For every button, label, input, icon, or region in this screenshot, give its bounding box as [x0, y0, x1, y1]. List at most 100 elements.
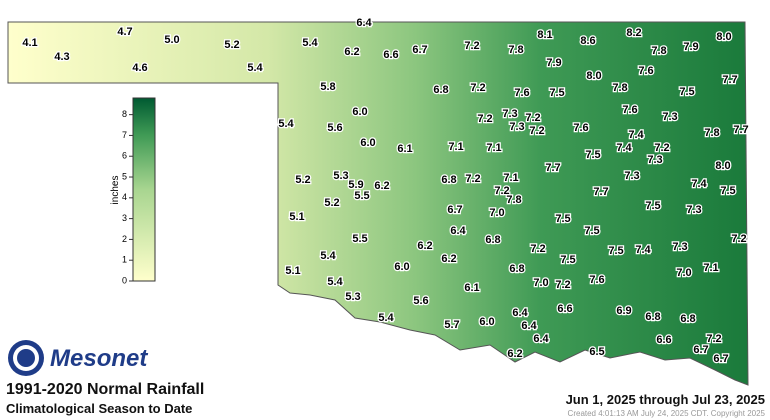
station-value: 6.8 [433, 84, 448, 96]
station-value: 7.7 [722, 74, 737, 86]
station-value: 7.3 [672, 241, 687, 253]
station-value: 6.6 [656, 334, 671, 346]
station-value: 6.9 [616, 305, 631, 317]
station-value: 5.2 [324, 197, 339, 209]
station-value: 7.8 [506, 194, 521, 206]
station-value: 6.7 [693, 344, 708, 356]
station-value: 6.5 [589, 346, 604, 358]
station-value: 7.0 [676, 267, 691, 279]
station-value: 5.4 [378, 312, 394, 324]
station-value: 7.2 [470, 82, 485, 94]
colorbar-tick-label: 4 [122, 192, 127, 202]
station-value: 7.7 [733, 124, 748, 136]
station-value: 5.4 [320, 250, 336, 262]
station-value: 7.5 [679, 86, 694, 98]
station-value: 6.1 [397, 143, 412, 155]
colorbar-tick-label: 1 [122, 255, 127, 265]
station-value: 5.4 [327, 276, 343, 288]
station-value: 6.8 [509, 263, 524, 275]
logo-text: Mesonet [50, 345, 148, 372]
station-value: 8.6 [580, 35, 595, 47]
station-value: 7.2 [465, 173, 480, 185]
station-value: 7.4 [616, 142, 632, 154]
station-value: 7.8 [508, 44, 523, 56]
station-value: 7.4 [691, 178, 707, 190]
station-value: 6.8 [441, 174, 456, 186]
station-value: 5.0 [164, 34, 179, 46]
station-value: 6.7 [713, 353, 728, 365]
state-outline [7, 21, 749, 386]
station-value: 7.3 [502, 108, 517, 120]
colorbar-tick-label: 7 [122, 130, 127, 140]
station-value: 7.8 [704, 127, 719, 139]
station-value: 5.1 [285, 265, 300, 277]
station-value: 4.3 [54, 51, 69, 63]
colorbar-tick-label: 3 [122, 213, 127, 223]
station-value: 5.1 [289, 211, 304, 223]
logo: Mesonet [8, 340, 148, 376]
station-value: 7.3 [509, 121, 524, 133]
station-value: 5.4 [278, 118, 294, 130]
station-value: 8.1 [537, 29, 552, 41]
footer: Created 4:01:13 AM July 24, 2025 CDT. Co… [568, 409, 766, 418]
station-value: 7.6 [514, 87, 529, 99]
station-value: 7.2 [530, 243, 545, 255]
station-value: 6.2 [417, 240, 432, 252]
station-value: 5.6 [413, 295, 428, 307]
station-value: 7.2 [477, 113, 492, 125]
station-value: 7.8 [651, 45, 666, 57]
station-value: 7.2 [494, 185, 509, 197]
station-value: 5.2 [224, 39, 239, 51]
colorbar-tick-label: 2 [122, 234, 127, 244]
station-value: 6.4 [512, 307, 528, 319]
station-value: 7.6 [573, 122, 588, 134]
station-value: 7.2 [654, 142, 669, 154]
station-value: 5.5 [354, 190, 369, 202]
station-value: 7.2 [464, 40, 479, 52]
station-value: 7.1 [486, 142, 501, 154]
station-value: 5.8 [320, 81, 335, 93]
station-value: 7.5 [549, 87, 564, 99]
station-value: 6.0 [360, 137, 375, 149]
station-value: 7.8 [612, 82, 627, 94]
station-value: 7.0 [489, 207, 504, 219]
station-value: 6.7 [447, 204, 462, 216]
station-value: 5.4 [247, 62, 263, 74]
station-value: 7.1 [503, 172, 518, 184]
station-value: 6.0 [352, 106, 367, 118]
colorbar-tick-label: 6 [122, 151, 127, 161]
station-value: 5.3 [333, 170, 348, 182]
station-value: 6.7 [412, 44, 427, 56]
subtitle: Climatological Season to Date [6, 401, 192, 416]
station-value: 6.2 [344, 46, 359, 58]
station-value: 4.7 [117, 26, 132, 38]
station-value: 6.4 [533, 333, 549, 345]
station-value: 7.5 [608, 245, 623, 257]
station-value: 5.6 [327, 122, 342, 134]
station-value: 8.0 [716, 31, 731, 43]
station-value: 7.9 [683, 41, 698, 53]
station-value: 7.3 [662, 111, 677, 123]
colorbar [132, 97, 156, 282]
station-value: 7.3 [647, 154, 662, 166]
station-value: 4.1 [22, 37, 37, 49]
station-value: 7.2 [731, 233, 746, 245]
station-value: 8.2 [626, 27, 641, 39]
station-value: 5.5 [352, 233, 367, 245]
station-value: 6.2 [441, 253, 456, 265]
station-value: 8.0 [715, 160, 730, 172]
colorbar-tick-label: 0 [122, 275, 127, 285]
date-range: Jun 1, 2025 through Jul 23, 2025 [566, 392, 765, 407]
station-value: 6.1 [464, 282, 479, 294]
station-value: 7.2 [706, 333, 721, 345]
station-value: 5.3 [345, 291, 360, 303]
station-value: 7.1 [448, 141, 463, 153]
station-value: 6.2 [507, 348, 522, 360]
station-value: 7.5 [720, 185, 735, 197]
station-value: 5.9 [348, 179, 363, 191]
station-value: 6.8 [645, 311, 660, 323]
station-value: 6.2 [374, 180, 389, 192]
station-value: 7.5 [645, 200, 660, 212]
station-value: 7.5 [560, 254, 575, 266]
